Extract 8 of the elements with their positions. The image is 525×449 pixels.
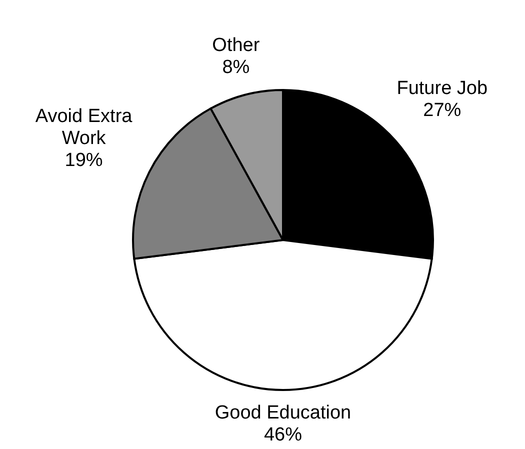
slice-label: Avoid Extra Work [35, 106, 133, 150]
slice-label: Other [212, 35, 260, 56]
data-label: 8% [222, 57, 250, 78]
slice-label: Future Job [396, 78, 488, 100]
data-label: 46% [264, 424, 302, 446]
slice-label: Good Education [214, 402, 352, 424]
data-label: 27% [423, 100, 462, 122]
data-label: 19% [64, 150, 103, 172]
